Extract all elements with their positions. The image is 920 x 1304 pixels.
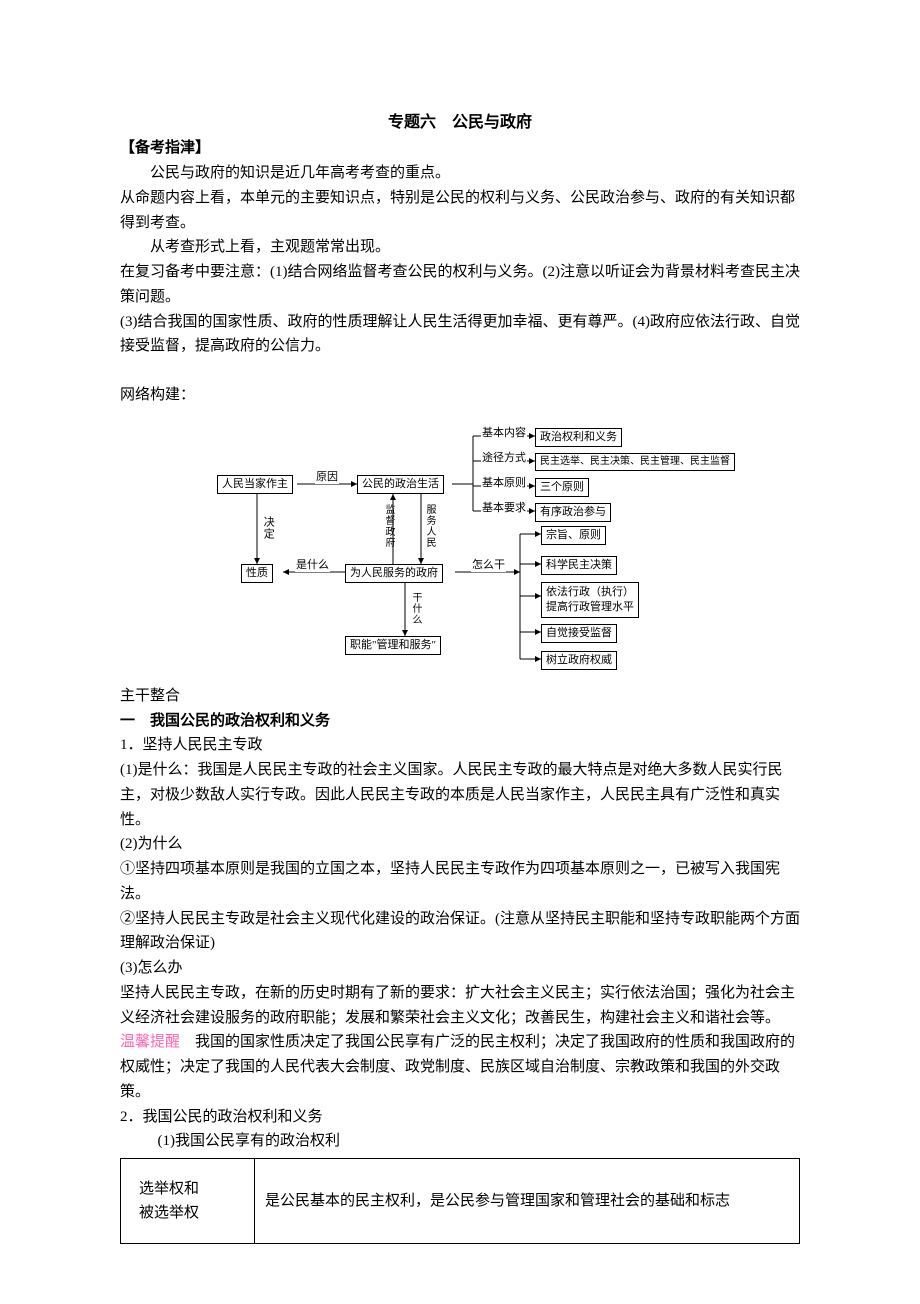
diagram-box-functions: 职能"管理和服务" (345, 636, 441, 655)
diagram-box-supervise: 自觉接受监督 (541, 624, 617, 643)
s1-1-2-heading: (2)为什么 (120, 832, 800, 857)
diagram-label-do-what: 干什么 (409, 592, 421, 625)
s1-1-2-b: ②坚持人民民主专政是社会主义现代化建设的政治保证。(注意从坚持民主职能和坚持专政… (120, 907, 800, 957)
table-cell-left: 选举权和 被选举权 (121, 1159, 255, 1244)
diagram-box-gov-serve: 为人民服务的政府 (345, 564, 443, 583)
diagram-label-basic-content: 基本内容 (481, 427, 527, 440)
diagram-box-authority: 树立政府权威 (541, 651, 617, 670)
s1-2-heading: 2．我国公民的政治权利和义务 (120, 1105, 800, 1130)
s1-1-3-heading: (3)怎么办 (120, 956, 800, 981)
diagram-box-nature: 性质 (241, 564, 273, 583)
table-left-l1: 选举权和 (139, 1181, 199, 1197)
table-cell-right: 是公民基本的民主权利，是公民参与管理国家和管理社会的基础和标志 (255, 1159, 800, 1244)
s1-1-heading: 11．坚持人民民主专政．坚持人民民主专政 (120, 733, 800, 758)
trunk-heading: 主干整合 (120, 684, 800, 709)
diagram-label-reason: 原因 (315, 471, 339, 484)
concept-diagram: 人民当家作主 性质 公民的政治生活 为人民服务的政府 职能"管理和服务" 政治权… (215, 424, 705, 674)
diagram-label-supervise-gov: 监督政府 (382, 504, 394, 548)
diagram-box-law-admin: 依法行政（执行） 提高行政管理水平 (541, 582, 639, 618)
tip-label: 温馨提醒 (120, 1034, 180, 1050)
diagram-label-way-method: 途径方式 (481, 452, 527, 465)
prep-para-4a: 在复习备考中要注意：(1)结合网络监督考查公民的权利与义务。(2)注意以听证会为… (120, 260, 800, 310)
prep-para-3: 从考查形式上看，主观题常常出现。 (120, 235, 800, 260)
prep-para-2: 从命题内容上看，本单元的主要知识点，特别是公民的权利与义务、公民政治参与、政府的… (120, 186, 800, 236)
diagram-box-sci-decision: 科学民主决策 (541, 556, 617, 575)
diagram-box-people-master: 人民当家作主 (217, 475, 293, 494)
diagram-label-basic-principle: 基本原则 (481, 477, 527, 490)
s1-1-2-a: ①坚持四项基本原则是我国的立国之本，坚持人民民主专政作为四项基本原则之一，已被写… (120, 857, 800, 907)
section1-heading: 一 我国公民的政治权利和义务 (120, 709, 800, 734)
s1-1-3-body: 坚持人民民主专政，在新的历史时期有了新的要求：扩大社会主义民主；实行依法治国；强… (120, 981, 800, 1031)
tip-paragraph: 温馨提醒 我国的国家性质决定了我国公民享有广泛的民主权利；决定了我国政府的性质和… (120, 1030, 800, 1104)
diagram-box-rights-duties: 政治权利和义务 (535, 428, 622, 447)
rights-table: 选举权和 被选举权 是公民基本的民主权利，是公民参与管理国家和管理社会的基础和标… (120, 1158, 800, 1244)
s1-1-1: (1)是什么：我国是人民民主专政的社会主义国家。人民民主专政的最大特点是对绝大多… (120, 758, 800, 832)
prep-para-2-text: 从命题内容上看，本单元的主要知识点，特别是公民的权利与义务、公民政治参与、政府的… (120, 190, 795, 231)
diagram-label-serve-people: 服务人民 (423, 504, 435, 548)
diagram-box-orderly: 有序政治参与 (535, 503, 611, 522)
prep-para-4a-text: 在复习备考中要注意：(1)结合网络监督考查公民的权利与义务。(2)注意以听证会为… (120, 264, 800, 305)
diagram-label-is-what: 是什么 (295, 559, 330, 572)
document-page: 专题六 公民与政府 【备考指津】 公民与政府的知识是近几年高考考查的重点。 从命… (0, 0, 920, 1304)
network-heading: 网络构建： (120, 383, 800, 408)
document-title: 专题六 公民与政府 (120, 110, 800, 136)
prep-heading: 【备考指津】 (120, 136, 800, 161)
diagram-box-purpose: 宗旨、原则 (541, 526, 606, 545)
diagram-box-citizen-life: 公民的政治生活 (357, 475, 444, 494)
diagram-label-how-do: 怎么干 (471, 559, 506, 572)
prep-para-4b: (3)结合我国的国家性质、政府的性质理解让人民生活得更加幸福、更有尊严。(4)政… (120, 310, 800, 360)
table-row: 选举权和 被选举权 是公民基本的民主权利，是公民参与管理国家和管理社会的基础和标… (121, 1159, 800, 1244)
diagram-box-three-principles: 三个原则 (535, 478, 589, 497)
table-left-l2: 被选举权 (139, 1205, 199, 1221)
diagram-box-ways: 民主选举、民主决策、民主管理、民主监督 (535, 453, 735, 471)
diagram-law-line2: 提高行政管理水平 (546, 601, 634, 613)
prep-para-1: 公民与政府的知识是近几年高考考查的重点。 (120, 161, 800, 186)
diagram-label-decide: 决定 (261, 516, 274, 540)
diagram-law-line1: 依法行政（执行） (546, 586, 634, 598)
tip-body: 我国的国家性质决定了我国公民享有广泛的民主权利；决定了我国政府的性质和我国政府的… (120, 1034, 795, 1100)
diagram-label-basic-require: 基本要求 (481, 502, 527, 515)
s1-2-sub: (1)我国公民享有的政治权利 (120, 1129, 800, 1154)
